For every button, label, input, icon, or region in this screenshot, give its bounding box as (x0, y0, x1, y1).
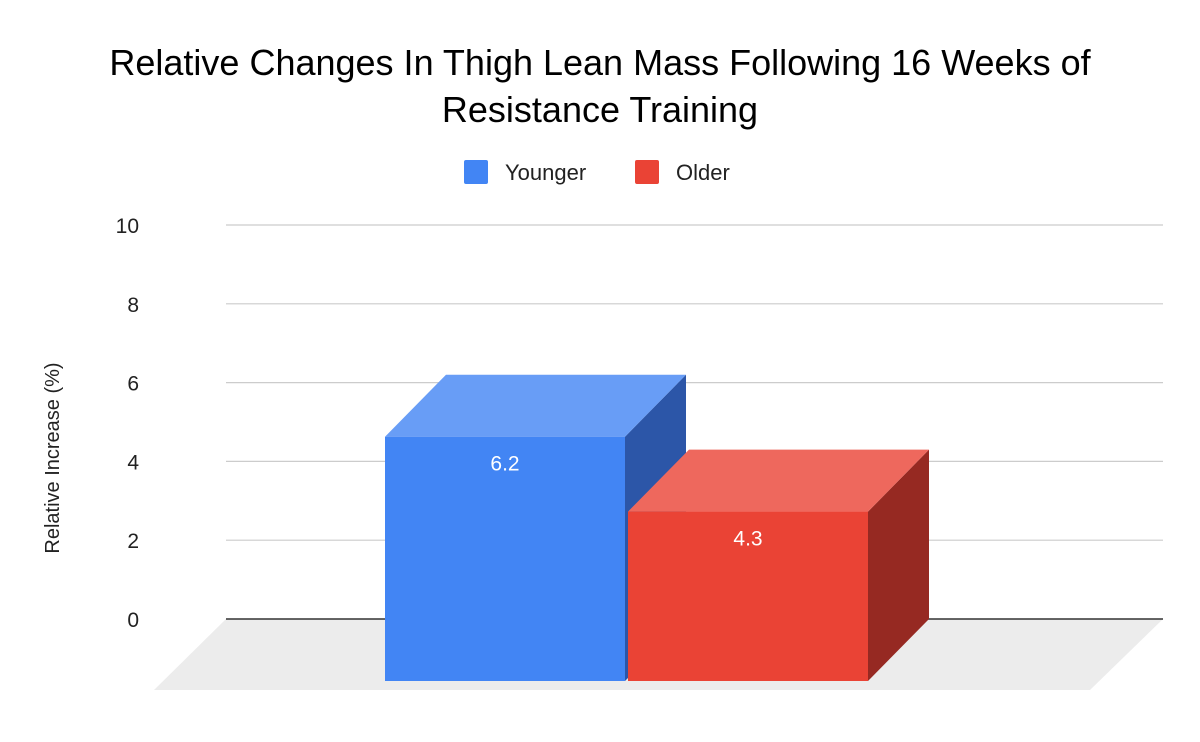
legend-label-younger: Younger (505, 160, 586, 185)
y-axis-ticks: 0 2 4 6 8 10 (116, 215, 140, 632)
bar-top-older (628, 449, 929, 512)
y-tick-label: 10 (116, 215, 139, 238)
legend-label-older: Older (676, 160, 730, 185)
bar-side-older (868, 449, 929, 681)
y-tick-label: 2 (127, 530, 139, 553)
y-tick-label: 8 (127, 294, 139, 317)
bar-front-older (628, 511, 868, 681)
bar-front-younger (385, 436, 625, 681)
data-label-younger: 6.2 (490, 453, 519, 476)
chart-title-line-2: Resistance Training (442, 89, 758, 130)
y-tick-label: 4 (127, 451, 139, 474)
legend-swatch-older (635, 160, 659, 184)
legend: Younger Older (464, 160, 730, 185)
bar-older: 4.3 (628, 449, 929, 681)
chart-title-line-1: Relative Changes In Thigh Lean Mass Foll… (109, 42, 1091, 83)
data-label-older: 4.3 (733, 528, 762, 551)
bar-younger: 6.2 (385, 374, 686, 681)
y-tick-label: 6 (127, 373, 139, 396)
y-axis-label: Relative Increase (%) (42, 362, 64, 553)
legend-swatch-younger (464, 160, 488, 184)
y-tick-label: 0 (127, 609, 139, 632)
bar-top-younger (385, 374, 686, 437)
bars: 6.2 4.3 (385, 374, 929, 681)
